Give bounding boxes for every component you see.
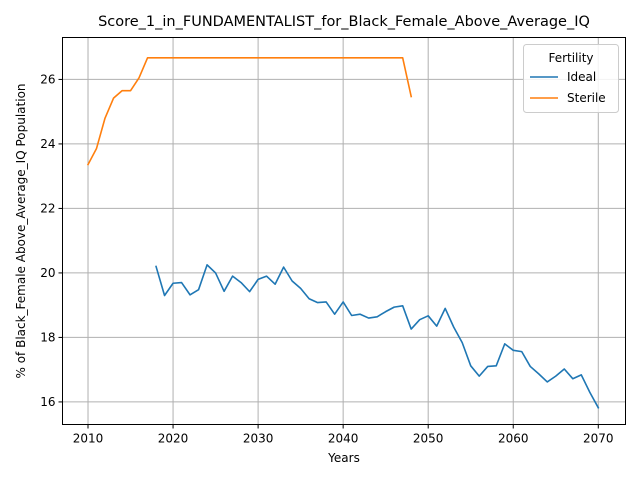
y-axis-ticks: 16 18 20 22 24 26 bbox=[40, 72, 62, 409]
y-tick-label: 22 bbox=[40, 201, 55, 215]
y-axis-label: % of Black_Female Above_Average_IQ Popul… bbox=[14, 83, 28, 378]
x-tick-label: 2030 bbox=[243, 432, 274, 446]
legend-title: Fertility bbox=[548, 51, 593, 65]
x-tick-label: 2050 bbox=[413, 432, 444, 446]
series-line-ideal bbox=[156, 265, 598, 408]
x-axis-ticks: 2010 2020 2030 2040 2050 2060 2070 bbox=[73, 425, 614, 446]
chart-title: Score_1_in_FUNDAMENTALIST_for_Black_Fema… bbox=[98, 14, 590, 30]
x-tick-label: 2060 bbox=[498, 432, 529, 446]
legend-label-sterile: Sterile bbox=[567, 91, 606, 105]
x-tick-label: 2020 bbox=[158, 432, 189, 446]
legend-label-ideal: Ideal bbox=[567, 70, 596, 84]
y-tick-label: 18 bbox=[40, 330, 55, 344]
y-tick-label: 24 bbox=[40, 137, 55, 151]
x-tick-label: 2070 bbox=[583, 432, 614, 446]
x-axis-label: Years bbox=[327, 451, 360, 465]
x-tick-label: 2040 bbox=[328, 432, 359, 446]
legend: Fertility Ideal Sterile bbox=[524, 45, 619, 113]
series-line-sterile bbox=[88, 58, 411, 165]
y-tick-label: 16 bbox=[40, 395, 55, 409]
y-tick-label: 20 bbox=[40, 266, 55, 280]
y-tick-label: 26 bbox=[40, 72, 55, 86]
x-tick-label: 2010 bbox=[73, 432, 104, 446]
